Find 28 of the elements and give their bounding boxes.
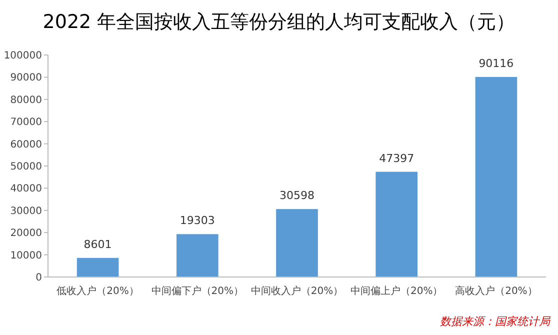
y-tick-label: 80000 (10, 94, 42, 106)
x-tick-label: 中间偏上户（20%） (350, 285, 443, 297)
bar (376, 172, 418, 277)
chart-title: 2022 年全国按收入五等份分组的人均可支配收入（元） (42, 11, 516, 33)
x-tick-label: 中间偏下户（20%） (151, 285, 244, 297)
x-tick-label: 高收入户（20%） (455, 285, 538, 297)
bar (176, 234, 218, 277)
data-label: 30598 (280, 189, 314, 202)
y-tick-label: 70000 (10, 117, 42, 128)
y-tick-label: 90000 (10, 72, 42, 84)
y-tick-label: 30000 (10, 206, 42, 217)
data-label: 47397 (379, 152, 414, 165)
y-tick-label: 60000 (10, 139, 42, 150)
y-tick-label: 0 (36, 272, 42, 284)
data-label: 90116 (478, 56, 514, 70)
data-label: 19303 (180, 214, 215, 228)
bar (276, 209, 318, 277)
source-note: 数据来源：国家统计局 (440, 315, 551, 328)
x-tick-label: 中间收入户（20%） (250, 285, 344, 297)
data-label: 8601 (84, 238, 112, 251)
bar (76, 258, 119, 277)
y-tick-label: 100000 (4, 50, 42, 62)
y-tick-label: 20000 (10, 228, 42, 240)
x-tick-label: 低收入户（20%） (56, 285, 139, 297)
bar (475, 76, 518, 277)
y-tick-label: 10000 (10, 250, 42, 262)
y-tick-label: 50000 (10, 162, 42, 172)
y-tick-label: 40000 (10, 184, 42, 195)
